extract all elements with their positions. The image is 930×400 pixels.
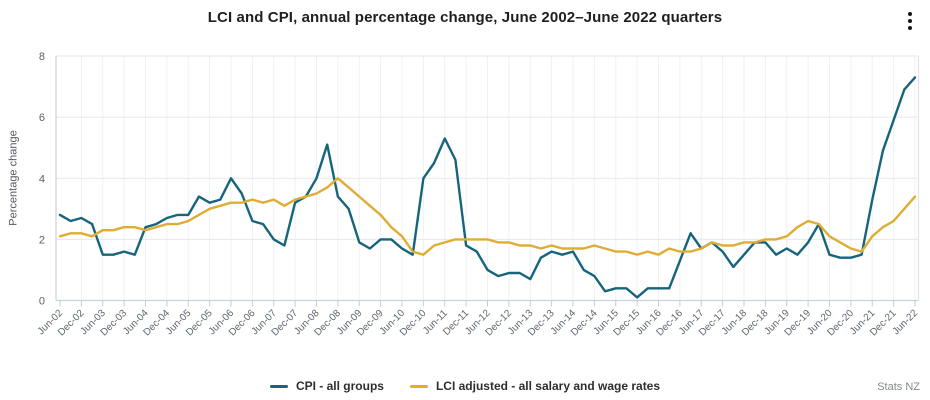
legend-label-cpi: CPI - all groups bbox=[295, 379, 384, 393]
legend: CPI - all groups LCI adjusted - all sala… bbox=[0, 379, 930, 393]
svg-text:0: 0 bbox=[39, 296, 45, 308]
svg-text:8: 8 bbox=[39, 51, 45, 63]
legend-item-cpi[interactable]: CPI - all groups bbox=[269, 379, 384, 393]
kebab-menu-icon bbox=[900, 12, 920, 30]
context-menu-button[interactable] bbox=[898, 7, 922, 35]
lci-line-swatch-icon bbox=[409, 384, 428, 388]
plot-svg: Jun-02Dec-02Jun-03Dec-03Jun-04Dec-04Jun-… bbox=[36, 51, 921, 338]
legend-item-lci[interactable]: LCI adjusted - all salary and wage rates bbox=[409, 379, 661, 393]
chart-title: LCI and CPI, annual percentage change, J… bbox=[207, 9, 723, 26]
svg-text:4: 4 bbox=[39, 173, 45, 185]
lci-line[interactable] bbox=[58, 177, 917, 256]
legend-label-lci: LCI adjusted - all salary and wage rates bbox=[435, 379, 661, 393]
svg-text:6: 6 bbox=[39, 112, 45, 124]
svg-text:Jun-22: Jun-22 bbox=[891, 308, 921, 338]
cpi-line[interactable] bbox=[58, 76, 917, 299]
cpi-line-swatch-icon bbox=[269, 384, 288, 388]
svg-text:2: 2 bbox=[39, 234, 45, 246]
source-attribution: Stats NZ bbox=[877, 381, 920, 393]
